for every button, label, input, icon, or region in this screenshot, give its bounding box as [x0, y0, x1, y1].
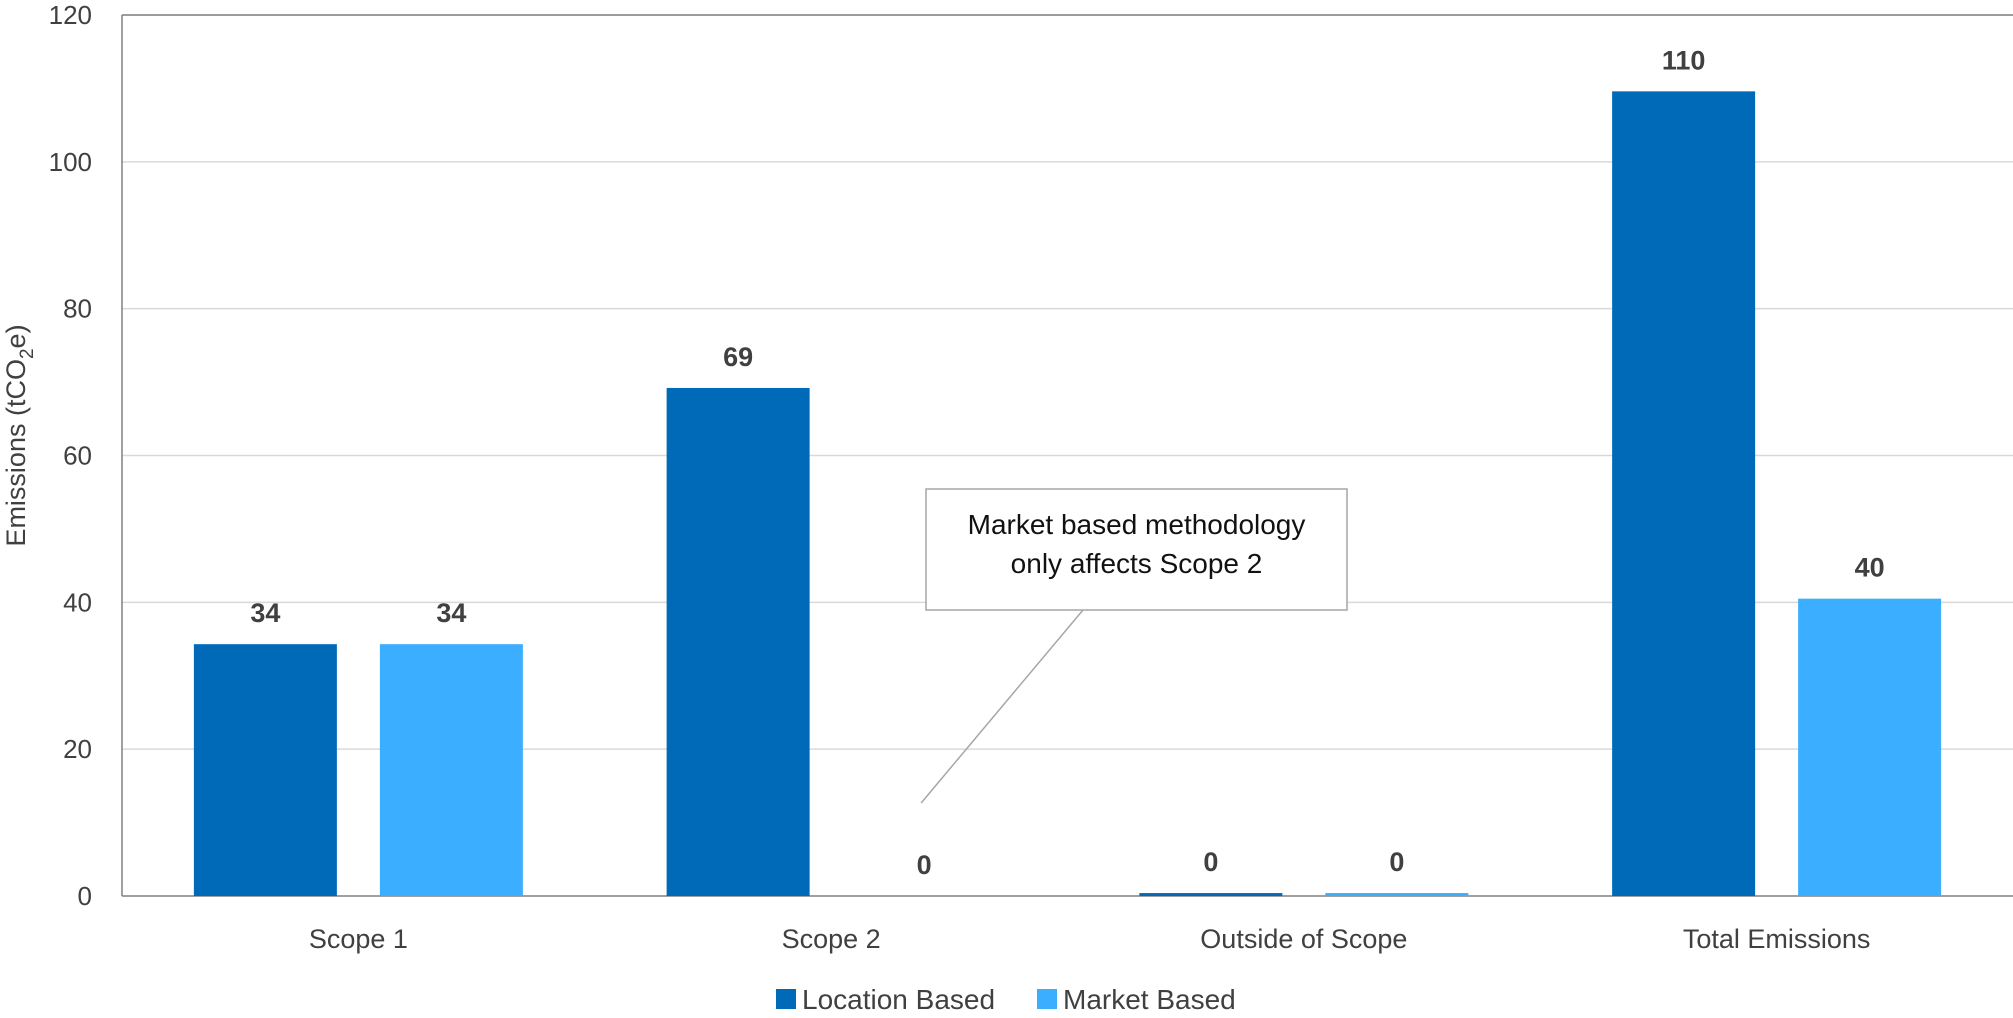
- y-axis-label-subscript: 2: [17, 348, 38, 359]
- legend-swatch: [776, 989, 796, 1009]
- y-axis-label-main: Emissions (tCO: [1, 359, 31, 547]
- y-tick-label: 40: [63, 587, 92, 617]
- x-tick-label: Outside of Scope: [1200, 924, 1407, 954]
- legend-label: Market Based: [1063, 984, 1236, 1013]
- x-tick-label: Scope 2: [782, 924, 881, 954]
- callout-leader-line: [920, 609, 1084, 804]
- bar-location-based: [1612, 91, 1756, 896]
- y-tick-label: 60: [63, 441, 92, 471]
- bar-location-based: [1139, 893, 1283, 896]
- data-label: 110: [1662, 45, 1706, 75]
- y-tick-label: 0: [78, 881, 92, 911]
- legend-label: Location Based: [802, 984, 995, 1013]
- bar-market-based: [1798, 598, 1942, 896]
- bars: [193, 91, 1942, 896]
- y-tick-label: 80: [63, 294, 92, 324]
- bar-market-based: [1325, 893, 1469, 896]
- x-tick-label: Scope 1: [309, 924, 408, 954]
- bar-market-based: [379, 644, 523, 896]
- y-axis-label-end: e): [1, 324, 31, 348]
- data-label: 34: [250, 598, 280, 628]
- data-label: 40: [1855, 553, 1885, 583]
- y-tick-label: 120: [49, 0, 92, 30]
- callout-text-line: only affects Scope 2: [1011, 548, 1263, 579]
- data-label: 0: [917, 850, 932, 880]
- data-label: 0: [1389, 847, 1404, 877]
- legend: Location Based Market Based: [776, 984, 1236, 1015]
- bar-location-based: [193, 644, 337, 896]
- x-tick-label: Total Emissions: [1683, 924, 1871, 954]
- bar-location-based: [666, 387, 810, 896]
- callout-box: [925, 488, 1348, 611]
- legend-swatch: [1037, 989, 1057, 1009]
- data-label: 0: [1203, 847, 1218, 877]
- y-tick-label: 100: [49, 147, 92, 177]
- annotation-callout: Market based methodology only affects Sco…: [920, 488, 1348, 804]
- callout-text-line: Market based methodology: [968, 509, 1306, 540]
- y-tick-label: 20: [63, 734, 92, 764]
- data-labels: 34 34 69 0 0 0 110 40: [250, 45, 1884, 880]
- data-label: 34: [436, 598, 466, 628]
- data-label: 69: [723, 342, 753, 372]
- y-axis-label: Emissions (tCO2e): [1, 324, 38, 546]
